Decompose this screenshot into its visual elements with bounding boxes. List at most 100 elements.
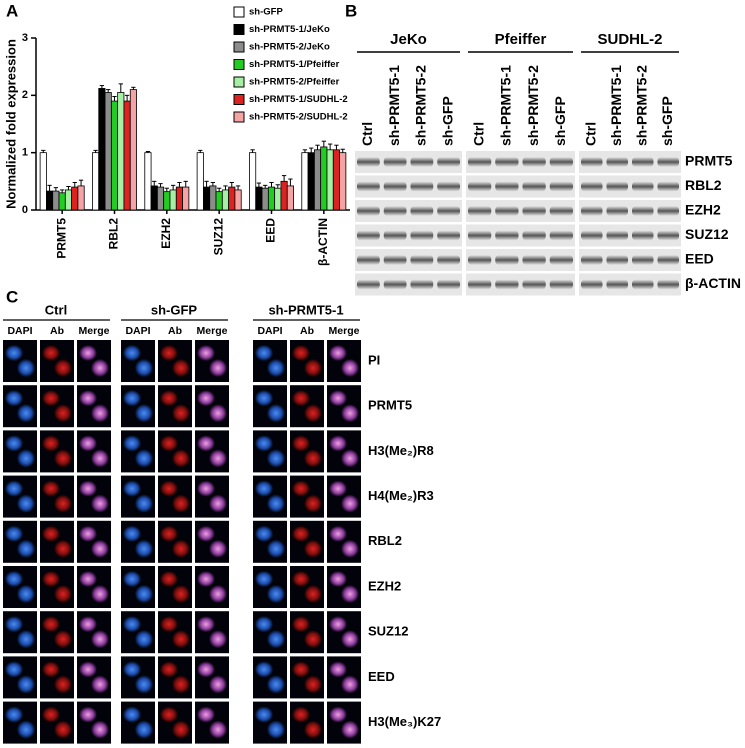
blot-band (383, 230, 407, 241)
bar (129, 89, 137, 211)
bar (98, 88, 106, 211)
blot-band (632, 230, 654, 241)
nucleus (17, 585, 35, 603)
blot-band (495, 181, 519, 192)
micro-cell (3, 340, 37, 382)
micro-cell (121, 701, 155, 744)
nucleus (79, 345, 97, 361)
nucleus (42, 480, 60, 497)
lane-label: Ctrl (582, 122, 598, 146)
nucleus (135, 630, 153, 649)
lane-label: sh-PRMT5-1 (498, 65, 514, 146)
blot-band (522, 279, 546, 290)
bar (58, 192, 66, 211)
panel-label: C (6, 287, 18, 306)
blot-strip (579, 273, 681, 296)
blot-band (357, 181, 380, 192)
nucleus (123, 571, 141, 587)
micro-cell (253, 520, 287, 563)
micro-cell (121, 385, 155, 428)
blot-strip (466, 151, 575, 173)
nucleus (17, 449, 35, 468)
nucleus (135, 449, 153, 468)
blot-strip (466, 224, 575, 247)
nucleus (209, 539, 227, 558)
nucleus (172, 539, 190, 558)
blot-band (383, 181, 407, 192)
nucleus (329, 480, 347, 497)
bar (209, 185, 217, 211)
blot-strip (355, 200, 462, 222)
micro-column-label: Ab (50, 325, 64, 337)
bar (313, 149, 322, 211)
lane-label: sh-GFP (439, 96, 455, 146)
blot-band (606, 206, 628, 216)
nucleus (341, 630, 359, 649)
nucleus (304, 585, 322, 603)
lane-label: sh-PRMT5-2 (413, 65, 429, 146)
blot-strip (579, 224, 681, 247)
blot-band (522, 157, 546, 167)
blot-row-label: SUZ12 (685, 226, 729, 242)
nucleus (267, 404, 285, 423)
bar (215, 191, 223, 211)
nucleus (209, 494, 227, 513)
nucleus (91, 585, 109, 603)
micro-cell (290, 701, 324, 744)
nucleus (197, 616, 215, 633)
micro-cell (3, 475, 37, 518)
bar (46, 190, 54, 211)
nucleus (209, 449, 227, 468)
nucleus (79, 661, 97, 678)
micro-cell (253, 475, 287, 518)
nucleus (329, 661, 347, 678)
lane-label: sh-PRMT5-2 (633, 65, 649, 146)
bar (71, 186, 79, 211)
nucleus (329, 390, 347, 407)
nucleus (135, 585, 153, 603)
micro-cell (327, 340, 361, 382)
nucleus (123, 480, 141, 497)
x-tick-label: RBL2 (107, 218, 121, 250)
bar (280, 180, 288, 211)
blot-group-label: SUDHL-2 (597, 31, 662, 48)
bar (110, 100, 119, 211)
nucleus (292, 390, 310, 407)
micro-cell (290, 566, 324, 608)
nucleus (341, 404, 359, 423)
y-tick-label: 1 (22, 147, 28, 159)
blot-band (383, 157, 407, 167)
nucleus (135, 494, 153, 513)
blot-band (495, 157, 519, 167)
micro-cell (327, 385, 361, 428)
nucleus (160, 706, 178, 723)
micro-cell (195, 430, 229, 473)
legend-label: sh-PRMT5-1/Pfeiffer (249, 59, 340, 70)
nucleus (5, 345, 23, 361)
nucleus (255, 480, 273, 497)
nucleus (329, 345, 347, 361)
micro-cell (77, 701, 111, 744)
nucleus (267, 494, 285, 513)
micro-cell (121, 566, 155, 608)
blot-band (581, 157, 603, 167)
blot-band (357, 279, 380, 290)
nucleus (267, 539, 285, 558)
blot-strip (355, 249, 462, 271)
bar (320, 146, 328, 211)
nucleus (172, 404, 190, 423)
lane-label: sh-GFP (659, 96, 675, 146)
blot-band (657, 279, 679, 290)
nucleus (304, 720, 322, 739)
lane-label: sh-PRMT5-1 (386, 65, 402, 146)
nucleus (42, 390, 60, 407)
bar (255, 186, 263, 211)
nucleus (329, 525, 347, 542)
nucleus (160, 616, 178, 633)
micro-cell (40, 701, 74, 744)
blot-band (581, 206, 603, 216)
nucleus (341, 539, 359, 558)
nucleus (197, 571, 215, 587)
micro-cell (327, 566, 361, 608)
